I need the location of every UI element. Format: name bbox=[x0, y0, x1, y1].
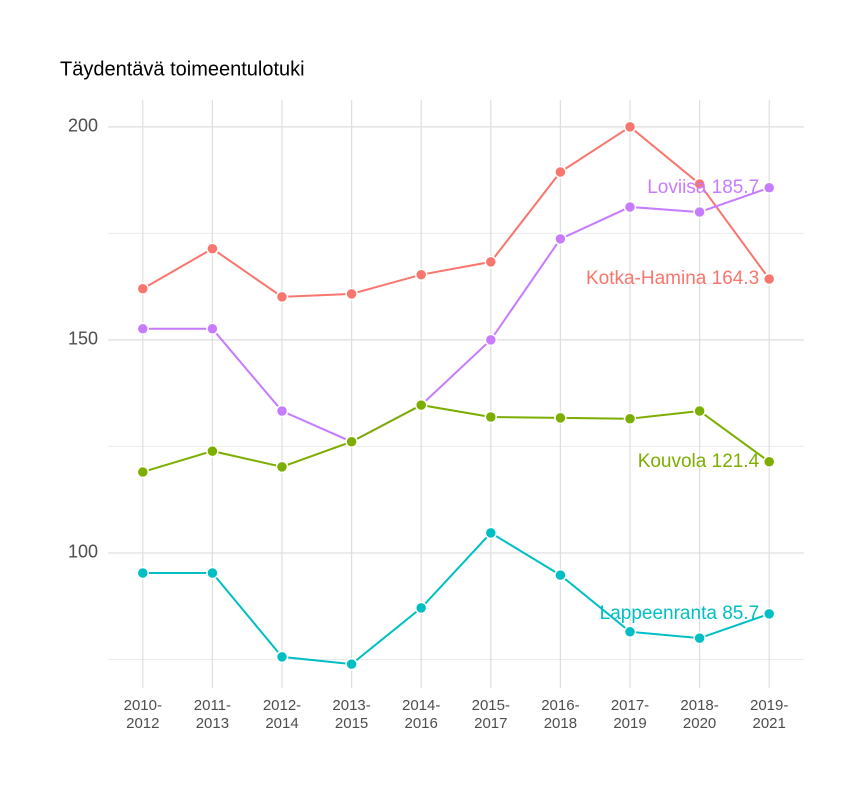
x-tick-line: 2019- bbox=[750, 697, 788, 714]
x-tick-label: 2015-2017 bbox=[472, 697, 510, 732]
point bbox=[623, 412, 637, 425]
point bbox=[275, 650, 289, 664]
point bbox=[414, 268, 428, 281]
point bbox=[762, 272, 776, 286]
point bbox=[275, 404, 289, 418]
x-tick-line: 2013- bbox=[332, 697, 370, 714]
series-line bbox=[142, 186, 770, 443]
x-tick-label: 2014-2016 bbox=[402, 697, 440, 732]
y-tick-label: 200 bbox=[68, 116, 98, 136]
x-tick-label: 2013-2015 bbox=[332, 697, 370, 732]
x-tick-line: 2011- bbox=[194, 697, 231, 714]
y-tick-label: 150 bbox=[68, 329, 98, 349]
x-tick-label: 2016-2018 bbox=[541, 697, 579, 732]
point bbox=[275, 460, 289, 474]
series-line bbox=[142, 531, 770, 666]
x-tick-line: 2015 bbox=[335, 715, 368, 732]
point bbox=[693, 631, 706, 645]
x-tick-label: 2018-2020 bbox=[680, 697, 718, 732]
point bbox=[762, 607, 776, 621]
point bbox=[136, 322, 150, 336]
point bbox=[623, 120, 637, 134]
point bbox=[554, 411, 567, 425]
point bbox=[345, 435, 358, 448]
point bbox=[554, 165, 567, 179]
x-tick-line: 2018- bbox=[680, 697, 718, 714]
point bbox=[762, 455, 776, 468]
value-label: Kouvola 121.4 bbox=[638, 451, 760, 472]
point bbox=[623, 625, 637, 639]
point bbox=[136, 566, 150, 580]
x-tick-line: 2018 bbox=[544, 715, 577, 732]
value-label: Kotka-Hamina 164.3 bbox=[586, 268, 759, 289]
point bbox=[484, 410, 498, 424]
x-tick-line: 2010- bbox=[124, 697, 162, 714]
x-tick-line: 2012 bbox=[126, 715, 159, 732]
x-tick-line: 2016 bbox=[405, 715, 438, 732]
point bbox=[206, 566, 219, 580]
x-tick-line: 2012- bbox=[263, 697, 301, 714]
point bbox=[693, 205, 706, 219]
chart-title: Täydentävä toimeentulotuki bbox=[60, 58, 305, 80]
value-label: Loviisa 185.7 bbox=[647, 177, 759, 198]
x-tick-line: 2015- bbox=[472, 697, 510, 714]
x-tick-label: 2017-2019 bbox=[611, 697, 649, 732]
point bbox=[554, 232, 567, 246]
point bbox=[206, 322, 219, 336]
x-tick-label: 2012-2014 bbox=[263, 697, 301, 732]
point bbox=[414, 398, 428, 412]
x-tick-label: 2019-2021 bbox=[750, 697, 788, 732]
x-tick-line: 2016- bbox=[541, 697, 579, 714]
point bbox=[554, 568, 567, 582]
point bbox=[345, 657, 358, 671]
series-line bbox=[142, 404, 770, 473]
point bbox=[623, 200, 637, 214]
value-label: Lappeenranta 85.7 bbox=[600, 603, 760, 624]
point bbox=[414, 601, 428, 615]
point bbox=[136, 465, 150, 479]
series-line bbox=[142, 125, 771, 298]
y-tick-label: 100 bbox=[68, 542, 98, 562]
x-tick-label: 2010-2012 bbox=[124, 697, 162, 732]
point bbox=[693, 177, 706, 191]
point bbox=[484, 526, 498, 540]
x-tick-line: 2014- bbox=[402, 697, 440, 714]
x-tick-line: 2013 bbox=[196, 715, 229, 732]
x-tick-label: 2011-2013 bbox=[194, 697, 231, 732]
x-tick-line: 2017 bbox=[474, 715, 507, 732]
point bbox=[762, 181, 776, 195]
x-tick-line: 2021 bbox=[753, 715, 786, 732]
point bbox=[345, 287, 358, 301]
point bbox=[484, 255, 498, 269]
x-tick-line: 2019 bbox=[613, 715, 646, 732]
point bbox=[136, 282, 150, 296]
point bbox=[693, 404, 706, 418]
x-tick-line: 2014 bbox=[265, 715, 298, 732]
point bbox=[206, 444, 219, 458]
point bbox=[206, 242, 219, 255]
point bbox=[275, 290, 289, 304]
point bbox=[484, 333, 498, 347]
x-tick-line: 2017- bbox=[611, 697, 649, 714]
x-tick-line: 2020 bbox=[683, 715, 716, 732]
